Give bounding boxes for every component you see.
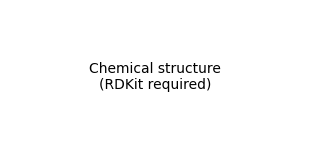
Text: Chemical structure
(RDKit required): Chemical structure (RDKit required) (89, 62, 221, 92)
